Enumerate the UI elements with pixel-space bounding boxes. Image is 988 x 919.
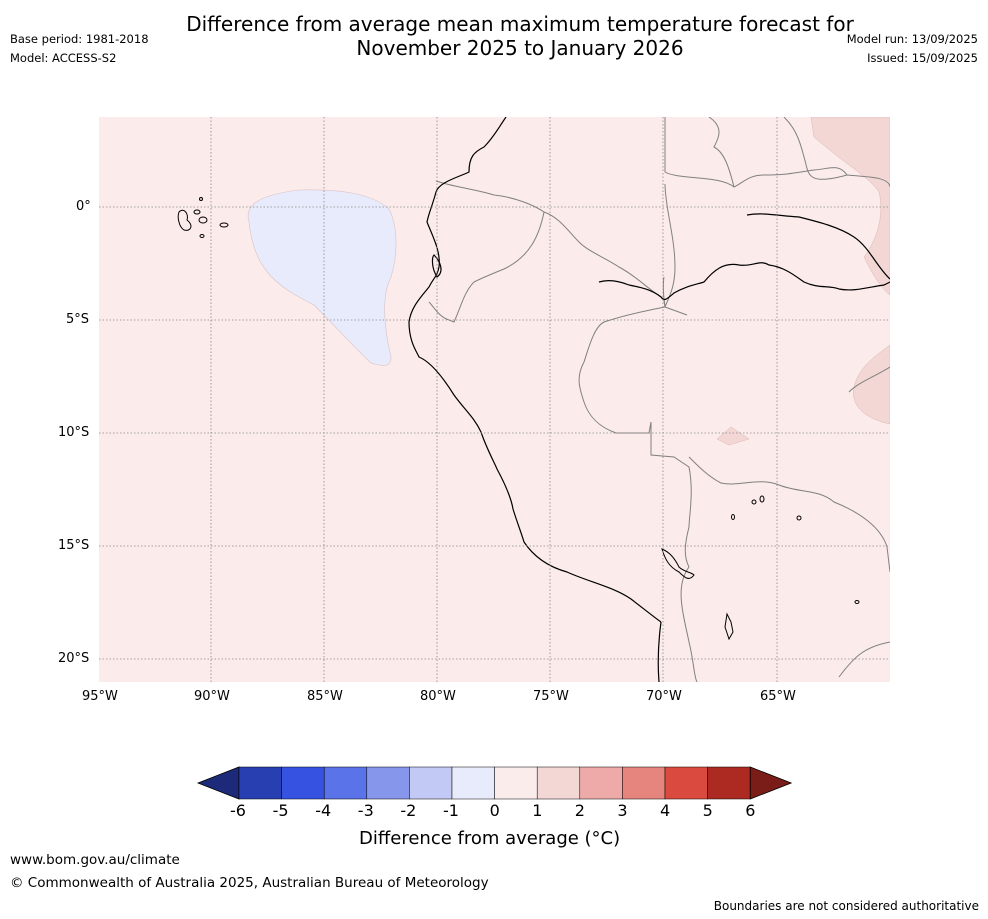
lat-label-0: 0° [76,199,91,214]
colorbar-tick-label: -6 [230,801,246,820]
lon-label-85w: 85°W [307,689,343,704]
lon-label-75w: 75°W [533,689,569,704]
base-period-text: Base period: 1981-2018 [10,32,149,46]
lon-label-65w: 65°W [760,689,796,704]
map-background [99,117,890,682]
colorbar-tick-label: 3 [617,801,628,820]
lon-label-90w: 90°W [194,689,230,704]
footer-url: www.bom.gov.au/climate [10,852,180,868]
warm-anomaly-region-ne [810,117,890,296]
lat-label-15s: 15°S [58,538,90,553]
colorbar-tick-label: -1 [443,801,459,820]
coastlines [408,117,890,682]
lat-label-20s: 20°S [58,651,90,666]
colorbar-cell [536,766,581,800]
colorbar-tick-label: 6 [745,801,756,820]
colorbar-tick-label: -3 [357,801,374,820]
colorbar [196,766,793,800]
footer-copyright: © Commonwealth of Australia 2025, Austra… [10,875,489,891]
lon-label-95w: 95°W [82,689,118,704]
lat-label-10s: 10°S [58,425,90,440]
issued-text: Issued: 15/09/2025 [867,51,978,65]
lat-label-5s: 5°S [66,312,90,327]
warm-anomaly-region-e [853,344,890,425]
colorbar-extend-high [749,766,793,800]
title-line-1: Difference from average mean maximum tem… [186,12,854,36]
colorbar-tick-label: 1 [532,801,543,820]
colorbar-tick-label: -2 [400,801,417,820]
colorbar-tick-label: 0 [489,801,500,820]
colorbar-cell [579,766,623,800]
map-title: Difference from average mean maximum tem… [0,12,988,60]
warm-anomaly-region-small [716,426,750,446]
colorbar-cell [238,766,282,800]
country-borders [428,117,890,682]
lon-label-70w: 70°W [646,689,682,704]
title-line-2: November 2025 to January 2026 [356,36,684,60]
colorbar-tick-label: -5 [272,801,289,820]
boundaries-disclaimer: Boundaries are not considered authoritat… [713,899,979,913]
colorbar-cell [707,766,751,800]
colorbar-tick-label: -4 [315,801,332,820]
model-text: Model: ACCESS-S2 [10,51,117,65]
colorbar-cell [323,766,368,800]
colorbar-cell [281,766,325,800]
forecast-map [99,117,890,682]
model-run-text: Model run: 13/09/2025 [846,32,978,46]
lon-label-80w: 80°W [420,689,456,704]
cool-anomaly-region [247,189,397,366]
galapagos-islands [177,197,229,238]
colorbar-tick-label: 4 [660,801,671,820]
lakes [661,495,860,641]
colorbar-cell [409,766,453,800]
gridlines [99,117,890,682]
colorbar-cell [622,766,666,800]
colorbar-tick-label: 5 [702,801,713,820]
colorbar-cell [664,766,708,800]
colorbar-extend-low [196,766,240,800]
colorbar-cell [366,766,410,800]
colorbar-tick-label: 2 [574,801,585,820]
colorbar-label: Difference from average (°C) [359,828,621,849]
colorbar-cell [451,766,495,800]
colorbar-cell [494,766,538,800]
